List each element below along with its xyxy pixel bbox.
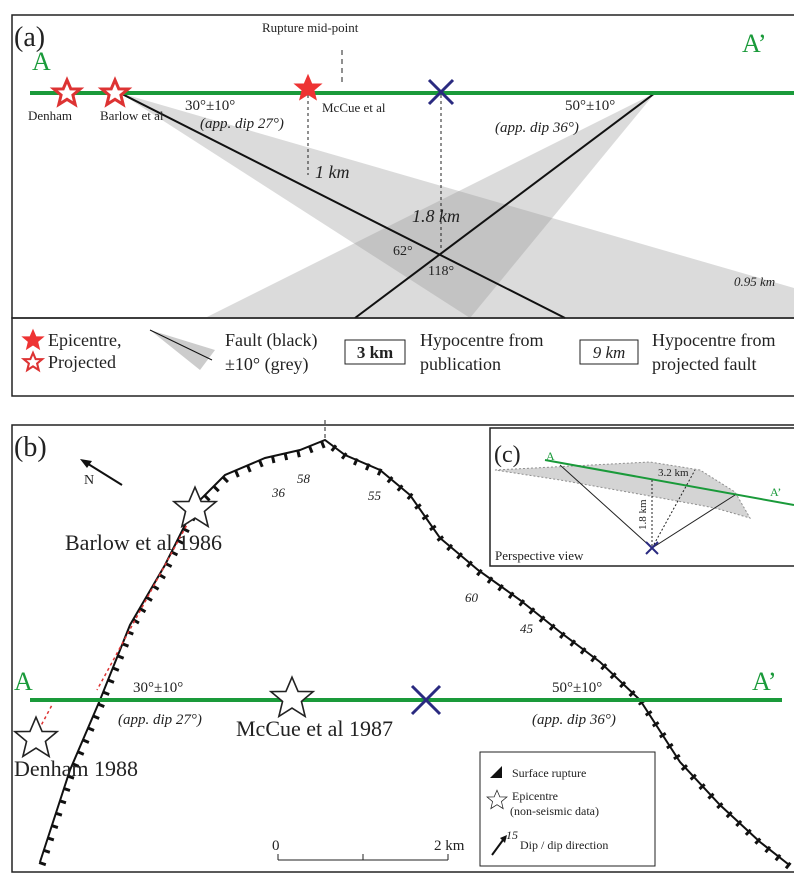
epicentre-projected xyxy=(102,80,128,105)
epicentre-label: McCue et al xyxy=(322,100,386,115)
figure: (a) A A’ Rupture mid-point Denham Barlow… xyxy=(0,0,794,875)
epicentre xyxy=(15,717,57,756)
dip-label: 50°±10° xyxy=(565,98,615,114)
scale-label: 2 km xyxy=(434,838,465,854)
section-end: A’ xyxy=(742,29,767,58)
midpoint-label: Rupture mid-point xyxy=(262,20,359,35)
legend-text: 9 km xyxy=(593,343,626,362)
angle-label: 118° xyxy=(428,264,454,279)
dip-label: 30°±10° xyxy=(185,98,235,114)
epicentre-projected xyxy=(54,80,80,105)
legend-symbol xyxy=(150,330,212,360)
dip-label: (app. dip 36°) xyxy=(532,712,616,728)
legend-text: Epicentre xyxy=(512,789,558,803)
legend-text: ±10° (grey) xyxy=(225,354,309,375)
legend-text: Dip / dip direction xyxy=(520,838,608,852)
panel-label: (c) xyxy=(494,442,521,468)
legend-text: Surface rupture xyxy=(512,766,586,780)
north-label: N xyxy=(84,473,94,488)
dip-value: 36 xyxy=(271,485,286,500)
section-end: A xyxy=(546,449,555,463)
dip-label: 30°±10° xyxy=(133,680,183,696)
dip-value: 45 xyxy=(520,621,534,636)
scale-bar xyxy=(278,854,448,860)
panel-label: (b) xyxy=(14,432,47,463)
dip-label: (app. dip 36°) xyxy=(495,120,579,136)
legend-text: projected fault xyxy=(652,354,756,374)
distance-label: 3.2 km xyxy=(658,467,689,479)
depth-label: 1.8 km xyxy=(637,499,649,530)
depth-label: 1 km xyxy=(315,162,350,182)
epicentre xyxy=(271,677,313,716)
legend-text: Fault (black) xyxy=(225,330,317,351)
legend-text: Hypocentre from xyxy=(652,330,775,350)
dip-value: 60 xyxy=(465,590,479,605)
dip-value: 55 xyxy=(368,488,382,503)
dip-label: (app. dip 27°) xyxy=(200,116,284,132)
legend-text: 3 km xyxy=(357,343,393,362)
caption: Perspective view xyxy=(495,548,584,563)
depth-label: 0.95 km xyxy=(734,274,775,289)
legend-text: Projected xyxy=(48,352,116,372)
legend-symbol xyxy=(150,330,215,370)
north-arrow xyxy=(80,459,92,468)
epicentre-label: Barlow et al xyxy=(100,108,164,123)
section-end: A xyxy=(14,667,33,696)
legend-text: Epicentre, xyxy=(48,330,121,350)
epicentre-label: Denham xyxy=(28,108,72,123)
angle-label: 62° xyxy=(393,244,413,259)
epicentre-label: McCue et al 1987 xyxy=(236,716,393,741)
depth-label: 1.8 km xyxy=(412,206,460,226)
epicentre-label: Barlow et al 1986 xyxy=(65,530,222,555)
section-end: A xyxy=(32,47,51,76)
dip-value: 58 xyxy=(297,471,311,486)
epicentre xyxy=(174,487,216,526)
legend-text: Hypocentre from xyxy=(420,330,543,350)
legend-text: (non-seismic data) xyxy=(510,804,599,818)
legend-text: 15 xyxy=(506,828,518,842)
legend-symbol xyxy=(24,353,42,370)
section-end: A’ xyxy=(752,667,777,696)
section-end: A’ xyxy=(770,485,781,499)
dip-label: 50°±10° xyxy=(552,680,602,696)
legend-symbol xyxy=(22,330,43,350)
epicentre-label: Denham 1988 xyxy=(14,756,138,781)
scale-label: 0 xyxy=(272,838,280,854)
dip-label: (app. dip 27°) xyxy=(118,712,202,728)
legend-text: publication xyxy=(420,354,501,374)
